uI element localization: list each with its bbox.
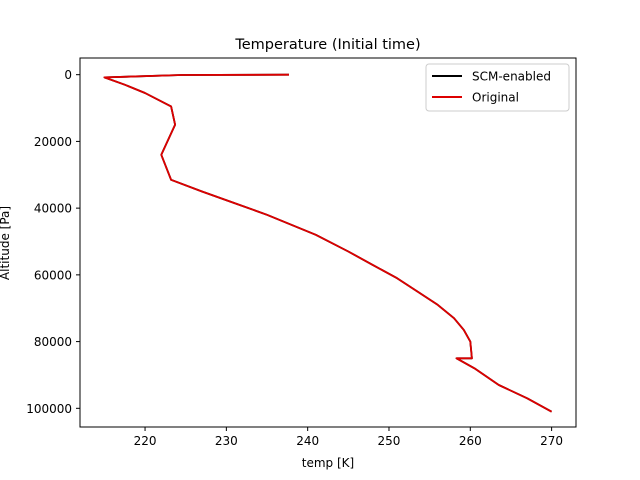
series-lines: [103, 73, 553, 413]
y-tick-label: 80000: [34, 335, 72, 349]
x-axis-ticks: 220 230 240 250 260 270: [134, 427, 563, 448]
legend-label-scm-enabled: SCM-enabled: [472, 70, 551, 84]
y-tick-label: 0: [64, 68, 72, 82]
plot-area: [80, 58, 576, 427]
y-tick-label: 100000: [26, 402, 72, 416]
x-tick-label: 220: [134, 434, 157, 448]
x-axis-label: temp [K]: [302, 456, 354, 470]
x-tick-label: 270: [540, 434, 563, 448]
y-axis-ticks: 0 20000 40000 60000 80000 100000: [26, 68, 80, 416]
axes-frame: [79, 57, 577, 428]
y-axis-label: Altitude [Pa]: [0, 206, 12, 280]
x-tick-label: 250: [378, 434, 401, 448]
legend: SCM-enabled Original: [425, 63, 570, 112]
y-tick-label: 20000: [34, 135, 72, 149]
chart-title: Temperature (Initial time): [234, 37, 420, 53]
y-tick-label: 40000: [34, 202, 72, 216]
series-line-original: [103, 73, 553, 413]
x-tick-label: 240: [296, 434, 319, 448]
x-tick-label: 260: [459, 434, 482, 448]
y-tick-label: 60000: [34, 268, 72, 282]
x-tick-label: 230: [215, 434, 238, 448]
legend-label-original: Original: [472, 91, 519, 105]
